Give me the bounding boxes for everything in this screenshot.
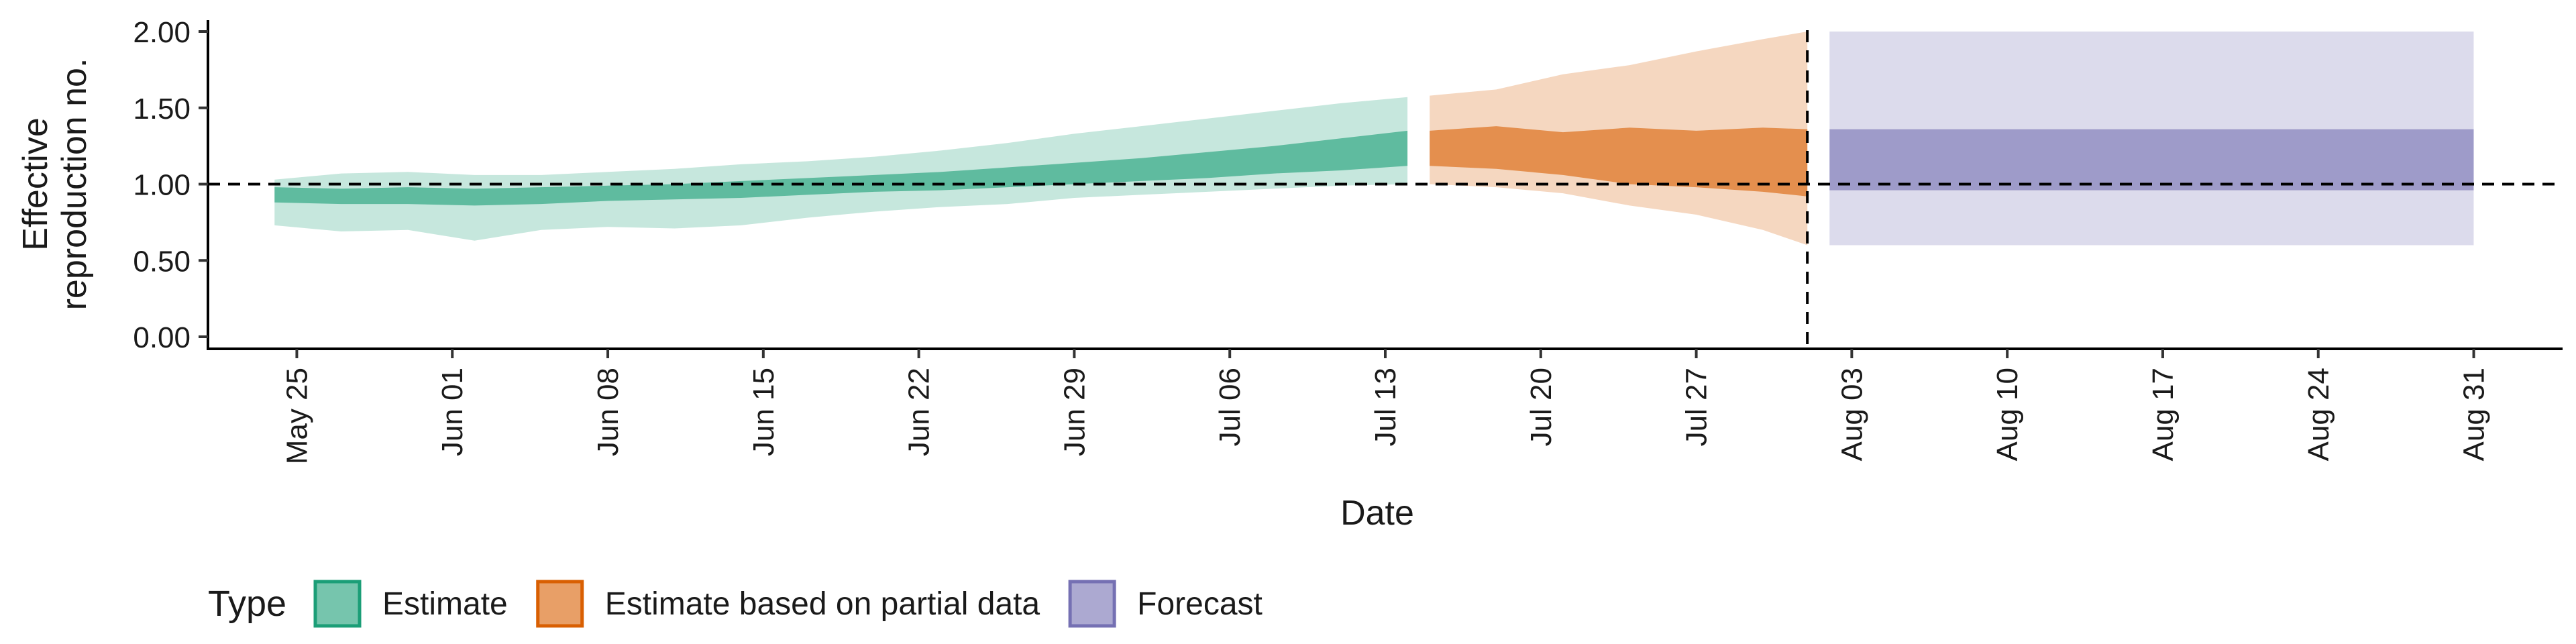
y-axis-title-line: reproduction no.	[55, 58, 94, 311]
legend-label-estimate: Estimate	[382, 586, 508, 622]
band-inner-estimate-based-on-partial-data	[1430, 126, 1808, 197]
x-tick-label: Aug 17	[2147, 368, 2180, 461]
y-tick-label: 0.50	[133, 245, 191, 278]
x-tick-label: Aug 24	[2302, 368, 2335, 461]
band-inner-estimate	[274, 130, 1408, 206]
band-outer-estimate	[274, 97, 1408, 241]
x-tick-label: Jul 20	[1525, 368, 1558, 446]
y-tick-label: 0.00	[133, 321, 191, 354]
x-axis-title: Date	[1340, 494, 1414, 533]
x-tick-label: Aug 10	[1991, 368, 2024, 461]
legend-label-forecast: Forecast	[1137, 586, 1263, 622]
x-tick-label: Aug 31	[2458, 368, 2491, 461]
y-tick-label: 1.50	[133, 93, 191, 125]
reference-lines	[208, 30, 2563, 349]
legend: Type Estimate Estimate based on partial da…	[208, 580, 1263, 628]
y-tick-label: 1.00	[133, 169, 191, 202]
x-tick-label: Jun 29	[1058, 368, 1091, 456]
legend-swatch-forecast	[1068, 580, 1116, 628]
y-axis-title-line: Effective	[16, 117, 55, 250]
x-tick-label: May 25	[281, 368, 314, 464]
x-tick-label: Jun 01	[436, 368, 469, 456]
x-tick-label: Jul 13	[1369, 368, 1402, 446]
x-tick-label: Jun 08	[592, 368, 625, 456]
y-tick-label: 2.00	[133, 16, 191, 49]
band-inner-forecast	[1829, 129, 2474, 191]
y-axis-title: Effective reproduction no.	[16, 58, 94, 311]
x-tick-label: Jul 27	[1680, 368, 1713, 446]
x-tick-label: Jun 22	[903, 368, 936, 456]
axes: 0.00 0.50 1.00 1.50 2.00 May 25 Jun 01 Jun 08 Ju…	[133, 16, 2563, 464]
x-tick-label: Jul 06	[1214, 368, 1246, 446]
legend-title: Type	[208, 584, 286, 624]
x-tick-label: Aug 03	[1835, 368, 1868, 461]
legend-label-estimate-based-on-partial-data: Estimate based on partial data	[605, 586, 1040, 622]
x-tick-label: Jun 15	[747, 368, 780, 456]
legend-swatch-estimate-based-on-partial-data	[536, 580, 584, 628]
legend-swatch-estimate	[313, 580, 362, 628]
ribbon-layer	[274, 32, 2474, 246]
